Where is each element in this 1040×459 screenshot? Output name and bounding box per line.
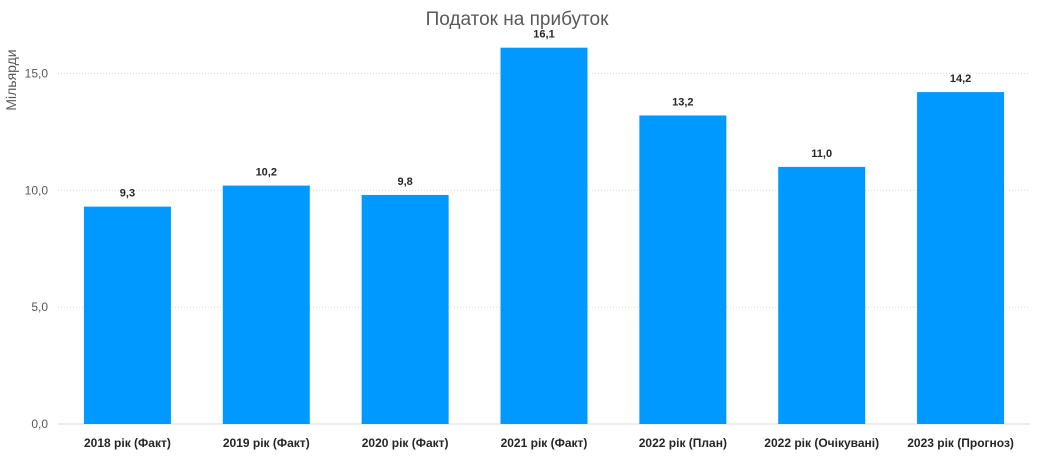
x-tick-label: 2022 рік (Очікувані) xyxy=(764,436,879,450)
x-tick-label: 2019 рік (Факт) xyxy=(223,436,310,450)
x-tick-labels: 2018 рік (Факт) 2019 рік (Факт) 2020 рік (… xyxy=(84,436,1014,450)
bar xyxy=(361,194,449,424)
bar xyxy=(500,47,588,425)
data-label: 16,1 xyxy=(533,29,554,41)
data-labels: 9,3 10,2 9,8 16,1 13,2 11,0 14,2 xyxy=(120,29,972,200)
y-axis-label: Мільярди xyxy=(3,49,19,110)
y-tick-label: 0,0 xyxy=(31,417,48,431)
y-tick-label: 15,0 xyxy=(25,66,49,80)
bar xyxy=(917,92,1005,425)
bars xyxy=(83,47,1005,425)
data-label: 13,2 xyxy=(672,96,693,108)
bar xyxy=(222,185,310,424)
x-tick-label: 2023 рік (Прогноз) xyxy=(907,436,1014,450)
y-tick-label: 5,0 xyxy=(31,300,48,314)
bar xyxy=(639,115,727,424)
data-label: 9,8 xyxy=(397,176,412,188)
x-tick-label: 2022 рік (План) xyxy=(639,436,727,450)
bar xyxy=(778,166,866,424)
data-label: 11,0 xyxy=(811,148,832,160)
y-tick-label: 10,0 xyxy=(25,183,49,197)
x-tick-label: 2021 рік (Факт) xyxy=(501,436,588,450)
x-tick-label: 2020 рік (Факт) xyxy=(362,436,449,450)
x-tick-label: 2018 рік (Факт) xyxy=(84,436,171,450)
data-label: 10,2 xyxy=(256,167,277,179)
data-label: 9,3 xyxy=(120,188,135,200)
chart-title: Податок на прибуток xyxy=(426,9,610,30)
y-tick-labels: 0,0 5,0 10,0 15,0 xyxy=(25,66,49,431)
data-label: 14,2 xyxy=(950,73,971,85)
bar xyxy=(83,206,171,424)
